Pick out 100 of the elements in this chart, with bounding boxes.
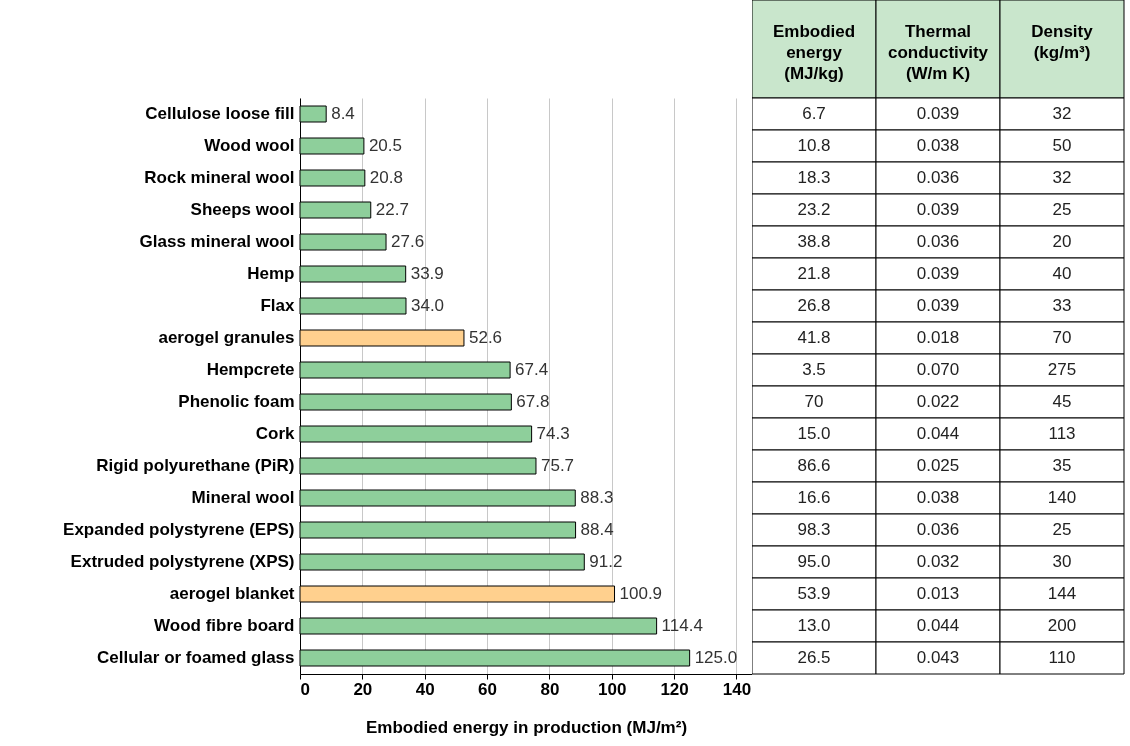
y-tick-label: Cellulose loose fill	[145, 104, 295, 123]
data-label: 67.8	[516, 392, 550, 411]
data-label: 23.2	[797, 200, 831, 219]
data-label: 275	[1047, 360, 1077, 379]
x-tick-label: Density (kg/m³)	[1031, 21, 1094, 62]
data-label: 0.039	[916, 200, 960, 219]
y-tick-label: Glass mineral wool	[139, 232, 295, 251]
data-label: 0.022	[916, 392, 960, 411]
data-label: 50	[1052, 136, 1072, 155]
data-label: 20.5	[368, 136, 402, 155]
x-tick-label: Embodied energy (MJ/kg)	[772, 21, 856, 83]
x-tick-label: 80	[540, 679, 560, 699]
data-label: 22.7	[375, 200, 409, 219]
y-tick-label: Wood wool	[204, 136, 295, 155]
x-tick-label: 40	[415, 679, 435, 699]
data-label: 0.043	[916, 648, 960, 667]
data-label: 53.9	[797, 584, 831, 603]
data-label: 0.039	[916, 264, 960, 283]
x-tick-label: 60	[478, 679, 497, 699]
data-label: 8.4	[331, 104, 355, 123]
data-label: 0.038	[916, 136, 960, 155]
x-tick-label: Thermal conductivity (W/m K)	[887, 21, 989, 83]
data-label: 0.036	[916, 232, 960, 251]
x-tick-label: 20	[353, 679, 373, 699]
y-tick-label: Cork	[255, 424, 296, 443]
data-label: 40	[1052, 264, 1072, 283]
y-tick-label: aerogel blanket	[169, 584, 295, 603]
data-label: 88.4	[580, 520, 614, 539]
data-label: 25	[1052, 520, 1072, 539]
data-label: 20	[1052, 232, 1072, 251]
y-tick-label: Flax	[260, 296, 296, 315]
y-tick-label: aerogel granules	[158, 328, 295, 347]
data-label: 95.0	[797, 552, 831, 571]
data-label: 3.5	[802, 360, 826, 379]
x-tick-label: 120	[660, 679, 689, 699]
data-label: 30	[1052, 552, 1072, 571]
data-label: 114.4	[661, 616, 703, 635]
data-label: 27.6	[391, 232, 425, 251]
data-label: 70	[804, 392, 824, 411]
data-label: 0.038	[916, 488, 960, 507]
data-label: 35	[1052, 456, 1072, 475]
data-label: 15.0	[797, 424, 831, 443]
y-tick-label: Cellular or foamed glass	[97, 648, 295, 667]
x-tick-label: 140	[722, 679, 752, 699]
data-label: 200	[1047, 616, 1077, 635]
data-label: 20.8	[369, 168, 403, 187]
x-axis-title: Embodied energy in production (MJ/m²)	[365, 717, 688, 737]
data-label: 38.8	[797, 232, 831, 251]
data-label: 100.9	[619, 584, 663, 603]
data-label: 26.5	[797, 648, 831, 667]
data-label: 91.2	[589, 552, 623, 571]
data-label: 0.032	[916, 552, 960, 571]
data-label: 26.8	[797, 296, 831, 315]
data-label: 25	[1052, 200, 1072, 219]
y-tick-label: Wood fibre board	[154, 616, 295, 635]
data-label: 88.3	[580, 488, 614, 507]
data-label: 0.039	[916, 104, 960, 123]
data-label: 13.0	[797, 616, 831, 635]
y-tick-label: Sheeps wool	[190, 200, 295, 219]
y-tick-label: Hempcrete	[206, 360, 295, 379]
y-tick-label: Rock mineral wool	[144, 168, 295, 187]
data-label: 125.0	[694, 648, 738, 667]
data-label: 0.036	[916, 168, 960, 187]
data-label: 0.036	[916, 520, 960, 539]
data-label: 32	[1052, 104, 1072, 123]
data-label: 0.044	[916, 616, 960, 635]
y-tick-label: Hemp	[247, 264, 295, 283]
data-label: 86.6	[797, 456, 831, 475]
data-label: 140	[1047, 488, 1077, 507]
data-label: 0.044	[916, 424, 960, 443]
data-label: 67.4	[515, 360, 549, 379]
data-label: 75.7	[540, 456, 575, 475]
x-tick-label: 100	[598, 679, 627, 699]
x-tick-label: 0	[300, 679, 310, 699]
data-label: 33	[1052, 296, 1072, 315]
data-label: 0.018	[916, 328, 960, 347]
data-label: 70	[1052, 328, 1072, 347]
data-label: 113	[1048, 424, 1076, 443]
data-label: 0.025	[916, 456, 960, 475]
data-label: 74.3	[536, 424, 570, 443]
data-label: 98.3	[797, 520, 831, 539]
data-label: 21.8	[797, 264, 831, 283]
data-label: 110	[1048, 648, 1076, 667]
data-label: 0.070	[916, 360, 960, 379]
y-tick-label: Rigid polyurethane (PiR)	[96, 456, 295, 475]
y-tick-label: Expanded polystyrene (EPS)	[63, 520, 295, 539]
data-label: 0.039	[916, 296, 960, 315]
y-tick-label: Phenolic foam	[178, 392, 295, 411]
y-tick-label: Mineral wool	[191, 488, 295, 507]
y-tick-label: Extruded polystyrene (XPS)	[70, 552, 295, 571]
data-label: 10.8	[797, 136, 831, 155]
data-label: 45	[1052, 392, 1072, 411]
data-label: 34.0	[410, 296, 445, 315]
data-label: 52.6	[468, 328, 503, 347]
data-label: 6.7	[802, 104, 826, 123]
data-label: 18.3	[797, 168, 831, 187]
data-label: 144	[1047, 584, 1077, 603]
data-label: 32	[1052, 168, 1072, 187]
data-label: 16.6	[797, 488, 831, 507]
data-label: 41.8	[797, 328, 831, 347]
